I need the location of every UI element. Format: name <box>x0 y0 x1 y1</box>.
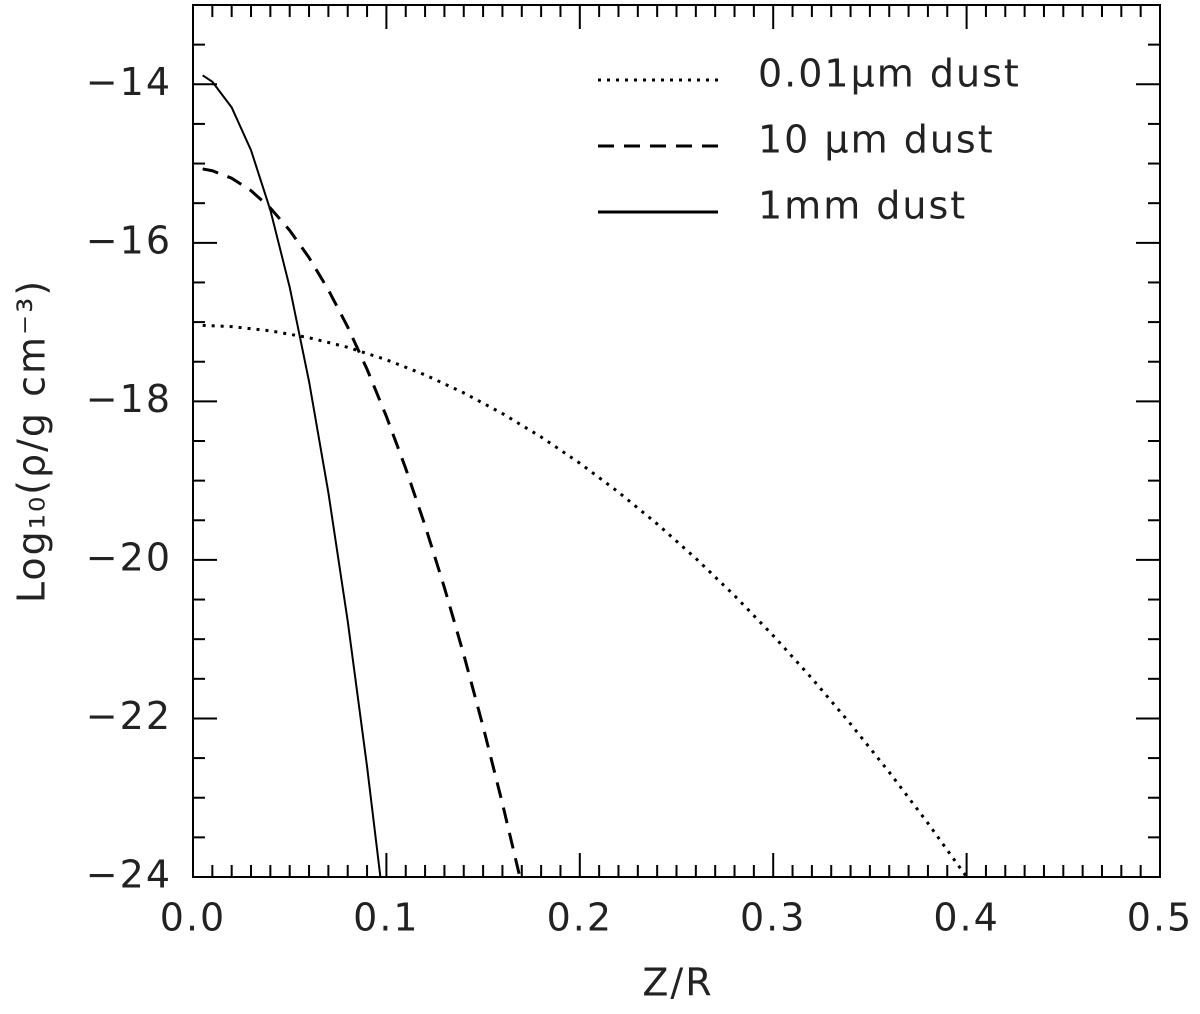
y-tick-label: −20 <box>86 535 172 579</box>
data-line <box>202 323 968 878</box>
legend-label: 0.01μm dust <box>758 52 1021 96</box>
legend-label: 1mm dust <box>758 184 967 228</box>
x-tick-label: 0.2 <box>547 896 613 940</box>
x-tick-label: 0.4 <box>933 896 999 940</box>
x-tick-label: 0.0 <box>160 896 226 940</box>
x-axis-label: Z/R <box>642 961 713 1005</box>
y-tick-label: −14 <box>86 60 172 104</box>
plot-frame <box>192 4 1161 878</box>
x-tick-label: 0.3 <box>740 896 806 940</box>
y-tick-label: −18 <box>86 377 172 421</box>
y-tick-label: −24 <box>86 853 172 897</box>
legend-label: 10 μm dust <box>758 118 995 162</box>
data-line <box>202 74 382 878</box>
y-axis-label: Log₁₀(ρ/g cm⁻³) <box>10 279 54 603</box>
y-tick-label: −22 <box>86 694 172 738</box>
x-tick-label: 0.1 <box>353 896 419 940</box>
x-tick-label: 0.5 <box>1127 896 1193 940</box>
y-tick-label: −16 <box>86 218 172 262</box>
data-line <box>202 167 522 878</box>
